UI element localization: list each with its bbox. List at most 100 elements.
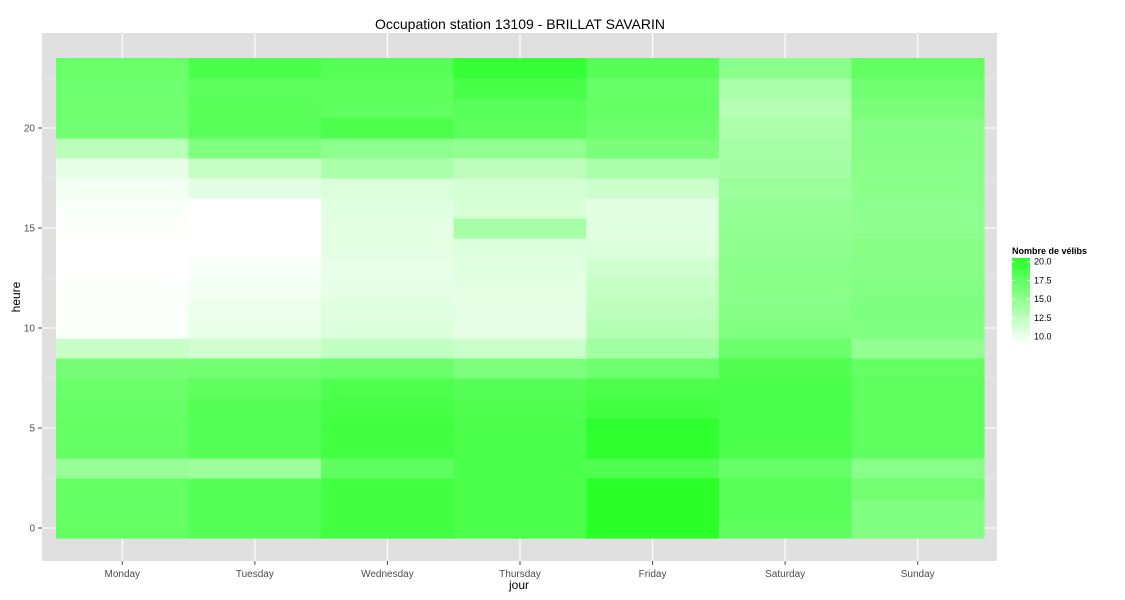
heatmap-cell [321,218,455,239]
heatmap-cell [188,138,322,159]
heatmap-cell [586,418,720,439]
heatmap-cell [453,58,587,79]
heatmap-cell [851,398,985,419]
heatmap-cell [718,78,853,99]
heatmap-cell [586,58,720,79]
heatmap-cell [851,238,985,259]
heatmap-cell [321,378,455,399]
legend-color-bar [1012,258,1030,344]
legend-label: 15.0 [1034,294,1052,304]
heatmap-cell [586,438,720,459]
heatmap-cell [718,98,853,119]
heatmap-cell [188,458,322,479]
heatmap-cell [851,418,985,439]
heatmap-cell [851,198,985,219]
heatmap-cell [56,498,190,519]
heatmap-cell [718,458,853,479]
heatmap-cell [718,478,853,499]
heatmap-cell [586,398,720,419]
heatmap-cell [321,518,455,539]
heatmap-cell [851,338,985,359]
x-tick-label: Saturday [765,569,805,580]
heatmap-cell [718,398,853,419]
heatmap-cell [56,398,190,419]
heatmap-cell [188,438,322,459]
x-tick-label: Sunday [901,569,935,580]
x-tick-label: Monday [104,569,140,580]
heatmap-cell [321,238,455,259]
heatmap-cell [718,498,853,519]
heatmap-cell [586,478,720,499]
heatmap-cell [851,438,985,459]
heatmap-cell [586,238,720,259]
heatmap-cell [321,418,455,439]
heatmap-cell [851,478,985,499]
heatmap-cell [321,298,455,319]
heatmap-cell [188,318,322,339]
heatmap-cell [586,98,720,119]
heatmap-cell [188,98,322,119]
heatmap-cell [851,258,985,279]
heatmap-cell [453,498,587,519]
heatmap-cell [453,458,587,479]
chart-title: Occupation station 13109 - BRILLAT SAVAR… [375,16,665,32]
heatmap-cell [851,138,985,159]
heatmap-cell [453,218,587,239]
heatmap-cell [188,418,322,439]
heatmap-cell [188,118,322,139]
heatmap-cell [56,318,190,339]
heatmap-cell [321,178,455,199]
x-tick-label: Thursday [499,569,541,580]
heatmap-cell [851,118,985,139]
heatmap-cell [851,518,985,539]
heatmap-cell [56,258,190,279]
heatmap-cell [453,118,587,139]
heatmap-cell [56,278,190,299]
heatmap-cell [188,358,322,379]
heatmap-cell [188,258,322,279]
heatmap-cell [188,78,322,99]
heatmap-cell [321,478,455,499]
heatmap-cell [321,278,455,299]
heatmap-cell [718,238,853,259]
heatmap-cell [56,98,190,119]
heatmap-cell [718,518,853,539]
heatmap-cell [56,138,190,159]
heatmap-cell [56,418,190,439]
heatmap-cell [718,278,853,299]
x-tick-label: Wednesday [361,569,414,580]
heatmap-cell [321,138,455,159]
heatmap-cell [453,198,587,219]
heatmap-cell [718,378,853,399]
heatmap-cell [453,518,587,539]
heatmap-cell [56,78,190,99]
heatmap-cell [188,518,322,539]
x-tick-label: Tuesday [236,569,274,580]
y-axis: 0 5 10 15 20 [24,124,42,535]
heatmap-cell [718,198,853,219]
heatmap-cell [321,198,455,219]
heatmap-cell [321,98,455,119]
heatmap-cell [453,338,587,359]
heatmap-cell [188,298,322,319]
heatmap-cell [453,478,587,499]
heatmap-cell [453,278,587,299]
heatmap-cell [453,98,587,119]
heatmap-cell [851,378,985,399]
heatmap-cell [188,278,322,299]
x-tick-label: Friday [639,569,667,580]
heatmap-cells [56,58,985,539]
heatmap-cell [321,118,455,139]
legend-label: 20.0 [1034,257,1052,267]
heatmap-cell [718,118,853,139]
heatmap-cell [453,318,587,339]
heatmap-cell [586,378,720,399]
heatmap-cell [718,138,853,159]
heatmap-cell [718,218,853,239]
heatmap-cell [188,218,322,239]
y-tick-label: 15 [24,224,36,235]
heatmap-cell [851,318,985,339]
heatmap-cell [321,78,455,99]
heatmap-cell [321,318,455,339]
